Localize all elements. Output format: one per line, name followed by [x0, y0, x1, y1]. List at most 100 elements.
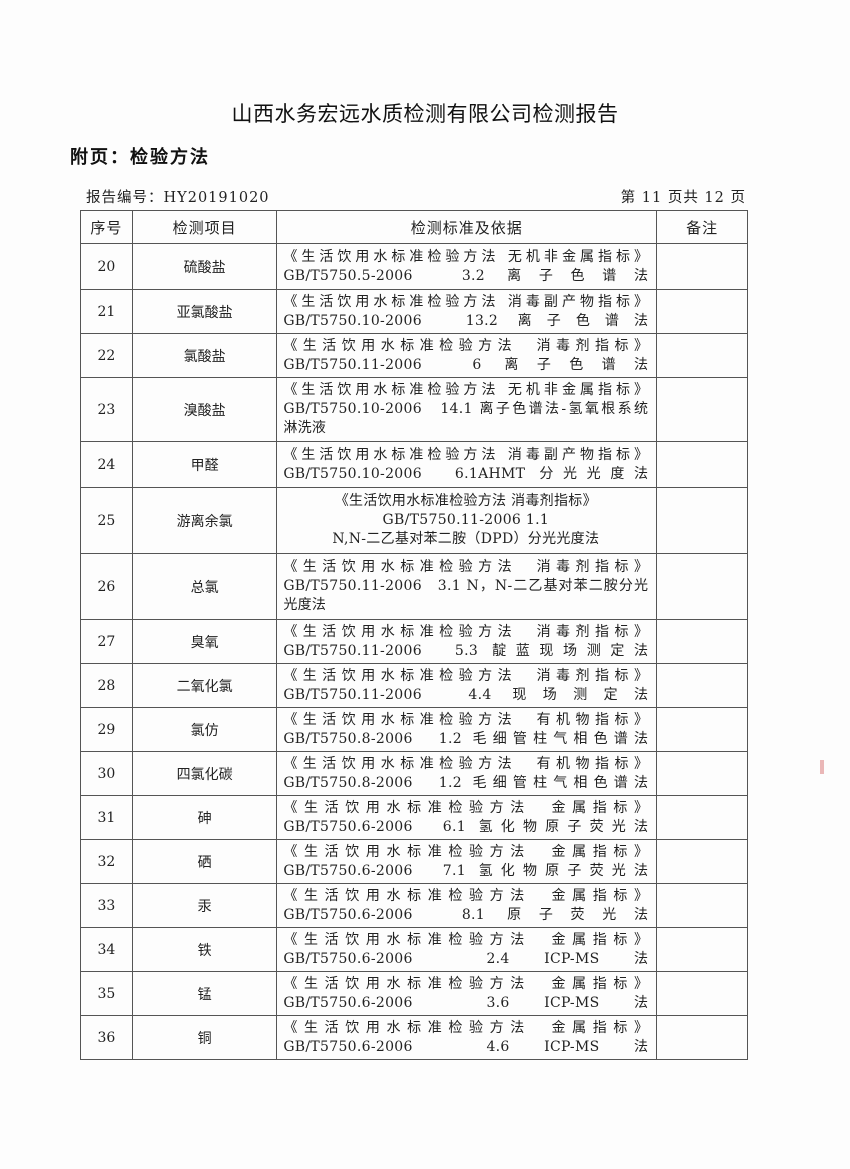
test-standard: 《生活饮用水标准检验方法 消毒剂指标》 GB/T5750.11-2006 5.3 …	[276, 619, 658, 664]
standard-line: 《生活饮用水标准检验方法 金属指标》	[283, 887, 649, 904]
table-row: 20 硫酸盐 《生活饮用水标准检验方法 无机非金属指标》 GB/T5750.5-200…	[80, 243, 748, 290]
remark	[656, 333, 748, 378]
table-row: 35 锰《生活饮用水标准检验方法 金属指标》 GB/T5750.6-2006 3.6…	[80, 971, 748, 1016]
table-row: 34 铁《生活饮用水标准检验方法 金属指标》 GB/T5750.6-2006 2.4…	[80, 927, 748, 972]
row-number: 30	[80, 751, 133, 796]
test-item: 臭氧	[131, 619, 278, 664]
row-number: 22	[80, 333, 133, 378]
standard-line: 《生活饮用水标准检验方法 消毒剂指标》	[283, 667, 649, 684]
row-number: 36	[80, 1015, 133, 1060]
test-standard: 《生活饮用水标准检验方法 消毒剂指标》 GB/T5750.11-2006 3.1 …	[276, 553, 658, 620]
standard-line: GB/T5750.10-2006 6.1AHMT 分光光度法	[283, 465, 649, 482]
test-item: 四氯化碳	[131, 751, 278, 796]
row-number: 31	[80, 795, 133, 840]
standard-line: 《生活饮用水标准检验方法 消毒剂指标》	[283, 623, 649, 640]
row-number: 33	[80, 883, 133, 928]
row-number: 20	[80, 243, 133, 290]
test-item: 硫酸盐	[131, 243, 278, 290]
column-header: 检测标准及依据	[276, 210, 658, 244]
table-row: 36 铜《生活饮用水标准检验方法 金属指标》 GB/T5750.6-2006 4.6…	[80, 1015, 748, 1060]
test-item: 铁	[131, 927, 278, 972]
row-number: 25	[80, 487, 133, 554]
row-number: 24	[80, 441, 133, 488]
remark	[656, 487, 748, 554]
table-row: 30 四氯化碳 《生活饮用水标准检验方法 有机物指标》 GB/T5750.8-2006…	[80, 751, 748, 796]
standard-line: 《生活饮用水标准检验方法 消毒剂指标》	[283, 559, 649, 575]
page-indicator: 第 11 页共 12 页	[620, 190, 746, 206]
test-item: 溴酸盐	[131, 377, 278, 442]
test-item: 二氧化氯	[131, 663, 278, 708]
test-item: 亚氯酸盐	[131, 289, 278, 334]
standard-line: GB/T5750.11-2006 4.4 现场测定法	[283, 686, 649, 703]
standard-line: 《生活饮用水标准检验方法 消毒副产物指标》	[283, 293, 649, 310]
test-standard: 《生活饮用水标准检验方法 金属指标》 GB/T5750.6-2006 3.6 IC…	[276, 971, 658, 1016]
table-row: 25 游离余氯 《生活饮用水标准检验方法 消毒剂指标》 GB/T5750.11-200…	[80, 487, 748, 554]
test-standard: 《生活饮用水标准检验方法 消毒副产物指标》 GB/T5750.10-2006 6.…	[276, 441, 658, 488]
standard-line: GB/T5750.11-2006 5.3 靛蓝现场测定法	[283, 642, 649, 659]
remark	[656, 839, 748, 884]
standard-line: 《生活饮用水标准检验方法 有机物指标》	[283, 755, 649, 772]
test-item: 砷	[131, 795, 278, 840]
row-number: 35	[80, 971, 133, 1016]
row-number: 26	[80, 553, 133, 620]
standard-line: 《生活饮用水标准检验方法 消毒剂指标》	[283, 337, 649, 354]
remark	[656, 663, 748, 708]
test-standard: 《生活饮用水标准检验方法 金属指标》 GB/T5750.6-2006 6.1 氢化…	[276, 795, 658, 840]
table-row: 23 溴酸盐 《生活饮用水标准检验方法 无机非金属指标》 GB/T5750.10-20…	[80, 377, 748, 442]
test-standard: 《生活饮用水标准检验方法 金属指标》 GB/T5750.6-2006 8.1 原子…	[276, 883, 658, 928]
test-item: 锰	[131, 971, 278, 1016]
standard-line: GB/T5750.11-2006 1.1	[382, 512, 550, 528]
column-header: 序号	[80, 210, 133, 244]
remark	[656, 927, 748, 972]
remark	[656, 243, 748, 290]
remark	[656, 289, 748, 334]
column-header: 检测项目	[131, 210, 278, 244]
test-standard: 《生活饮用水标准检验方法 消毒剂指标》 GB/T5750.11-2006 1.1 N…	[276, 487, 658, 554]
table-row: 31 砷《生活饮用水标准检验方法 金属指标》 GB/T5750.6-2006 6.1…	[80, 795, 748, 840]
standard-line: 《生活饮用水标准检验方法 金属指标》	[283, 975, 649, 992]
test-item: 甲醛	[131, 441, 278, 488]
row-number: 29	[80, 707, 133, 752]
remark	[656, 441, 748, 488]
remark	[656, 971, 748, 1016]
report-title: 山西水务宏远水质检测有限公司检测报告	[231, 102, 619, 126]
test-standard: 《生活饮用水标准检验方法 消毒剂指标》 GB/T5750.11-2006 4.4 …	[276, 663, 658, 708]
appendix-subtitle: 附页：检验方法	[70, 147, 210, 168]
standard-line: GB/T5750.5-2006 3.2 离子色谱法	[283, 267, 649, 284]
test-standard: 《生活饮用水标准检验方法 无机非金属指标》 GB/T5750.5-2006 3.2…	[276, 243, 658, 290]
test-item: 铜	[131, 1015, 278, 1060]
remark	[656, 377, 748, 442]
test-item: 游离余氯	[131, 487, 278, 554]
test-standard: 《生活饮用水标准检验方法 有机物指标》 GB/T5750.8-2006 1.2 毛…	[276, 751, 658, 796]
table-row: 27 臭氧 《生活饮用水标准检验方法 消毒剂指标》 GB/T5750.11-2006 …	[80, 619, 748, 664]
table-row: 32 硒《生活饮用水标准检验方法 金属指标》 GB/T5750.6-2006 7.1…	[80, 839, 748, 884]
standard-line: GB/T5750.6-2006 2.4 ICP-MS 法	[283, 950, 649, 967]
scan-mark	[820, 760, 824, 774]
row-number: 28	[80, 663, 133, 708]
standard-line: GB/T5750.6-2006 4.6 ICP-MS 法	[283, 1038, 649, 1055]
test-standard: 《生活饮用水标准检验方法 金属指标》 GB/T5750.6-2006 7.1 氢化…	[276, 839, 658, 884]
standard-line: 光度法	[283, 597, 327, 613]
table-row: 28 二氧化氯 《生活饮用水标准检验方法 消毒剂指标》 GB/T5750.11-200…	[80, 663, 748, 708]
remark	[656, 1015, 748, 1060]
remark	[656, 795, 748, 840]
standard-line: 《生活饮用水标准检验方法 金属指标》	[283, 799, 649, 816]
standard-line: 淋洗液	[283, 420, 327, 436]
standard-line: GB/T5750.8-2006 1.2 毛细管柱气相色谱法	[283, 730, 649, 747]
table-row: 22 氯酸盐 《生活饮用水标准检验方法 消毒剂指标》 GB/T5750.11-2006…	[80, 333, 748, 378]
standard-line: 《生活饮用水标准检验方法 金属指标》	[283, 1019, 649, 1036]
standard-line: 《生活饮用水标准检验方法 无机非金属指标》	[283, 248, 649, 265]
test-standard: 《生活饮用水标准检验方法 消毒副产物指标》 GB/T5750.10-2006 13…	[276, 289, 658, 334]
test-item: 硒	[131, 839, 278, 884]
test-item: 氯仿	[131, 707, 278, 752]
test-item: 氯酸盐	[131, 333, 278, 378]
standard-line: GB/T5750.6-2006 8.1 原子荧光法	[283, 906, 649, 923]
remark	[656, 707, 748, 752]
standard-line: GB/T5750.10-2006 14.1 离子色谱法-氢氧根系统	[283, 401, 649, 417]
row-number: 32	[80, 839, 133, 884]
standard-line: GB/T5750.10-2006 13.2 离子色谱法	[283, 312, 649, 329]
test-item: 汞	[131, 883, 278, 928]
test-standard: 《生活饮用水标准检验方法 无机非金属指标》 GB/T5750.10-2006 14…	[276, 377, 658, 442]
standard-line: 《生活饮用水标准检验方法 金属指标》	[283, 931, 649, 948]
